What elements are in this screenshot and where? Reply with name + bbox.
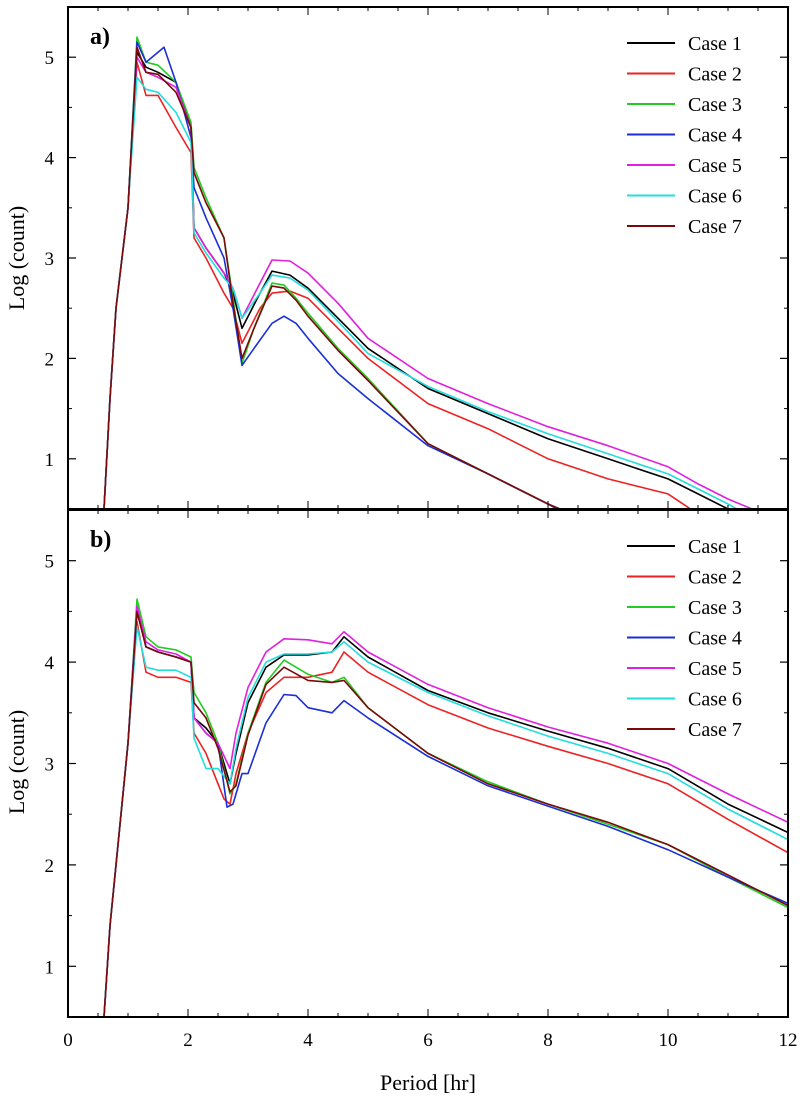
panel-label-a: a) (90, 24, 110, 50)
plot-frame-b (67, 509, 789, 1018)
y-tick-label: 5 (45, 48, 55, 69)
x-tick-label: 10 (659, 1030, 678, 1051)
x-axis-label: Period [hr] (380, 1070, 476, 1095)
y-tick-label: 2 (45, 349, 55, 370)
y-tick-label: 2 (45, 856, 55, 877)
series-lines-b (103, 598, 788, 1017)
legend-label: Case 6 (688, 186, 742, 208)
x-tick-label: 2 (183, 1030, 193, 1051)
series-line-7 (103, 46, 563, 509)
series-line-1 (103, 610, 788, 1017)
legend-label: Case 4 (688, 125, 742, 147)
y-tick-label: 4 (45, 149, 55, 170)
series-lines-a (103, 36, 755, 509)
legend-label: Case 5 (688, 155, 742, 177)
axis-ticks-a: 1 2 3 4 5 (45, 6, 789, 510)
legend-label: Case 5 (688, 658, 742, 680)
series-line-2 (103, 620, 788, 1017)
legend-label: Case 6 (688, 689, 742, 711)
series-line-4 (103, 41, 559, 509)
legend-label: Case 3 (688, 597, 742, 619)
x-tick-label: 12 (779, 1030, 798, 1051)
y-tick-label: 1 (45, 957, 55, 978)
x-tick-label: 6 (423, 1030, 433, 1051)
legend-label: Case 2 (688, 64, 742, 86)
legend-a: Case 1 Case 2 Case 3 Case 4 Case 5 Case 6 Case… (627, 33, 742, 238)
y-axis-label-a: Log (count) (4, 206, 29, 310)
x-tick-label: 8 (543, 1030, 553, 1051)
series-line-3 (103, 36, 563, 509)
panel-label-b: b) (90, 527, 111, 553)
series-line-4 (103, 605, 788, 1017)
legend-label: Case 1 (688, 33, 742, 55)
y-tick-label: 1 (45, 450, 55, 471)
x-tick-label: 0 (63, 1030, 73, 1051)
y-tick-label: 3 (45, 755, 55, 776)
y-axis-label-b: Log (count) (4, 710, 29, 814)
legend-label: Case 7 (688, 719, 742, 741)
x-tick-label: 4 (303, 1030, 313, 1051)
legend-b: Case 1 Case 2 Case 3 Case 4 Case 5 Case 6 Case… (627, 536, 742, 741)
legend-label: Case 7 (688, 216, 742, 238)
series-line-6 (103, 76, 739, 509)
y-tick-label: 5 (45, 552, 55, 573)
legend-label: Case 4 (688, 628, 742, 650)
series-line-5 (103, 605, 788, 1017)
legend-label: Case 2 (688, 567, 742, 589)
series-line-6 (103, 625, 788, 1017)
y-tick-label: 3 (45, 249, 55, 270)
legend-label: Case 1 (688, 536, 742, 558)
series-line-1 (103, 51, 729, 509)
series-line-5 (103, 56, 755, 509)
series-line-3 (103, 598, 788, 1017)
y-tick-label: 4 (45, 653, 55, 674)
legend-label: Case 3 (688, 94, 742, 116)
series-line-7 (103, 610, 788, 1017)
